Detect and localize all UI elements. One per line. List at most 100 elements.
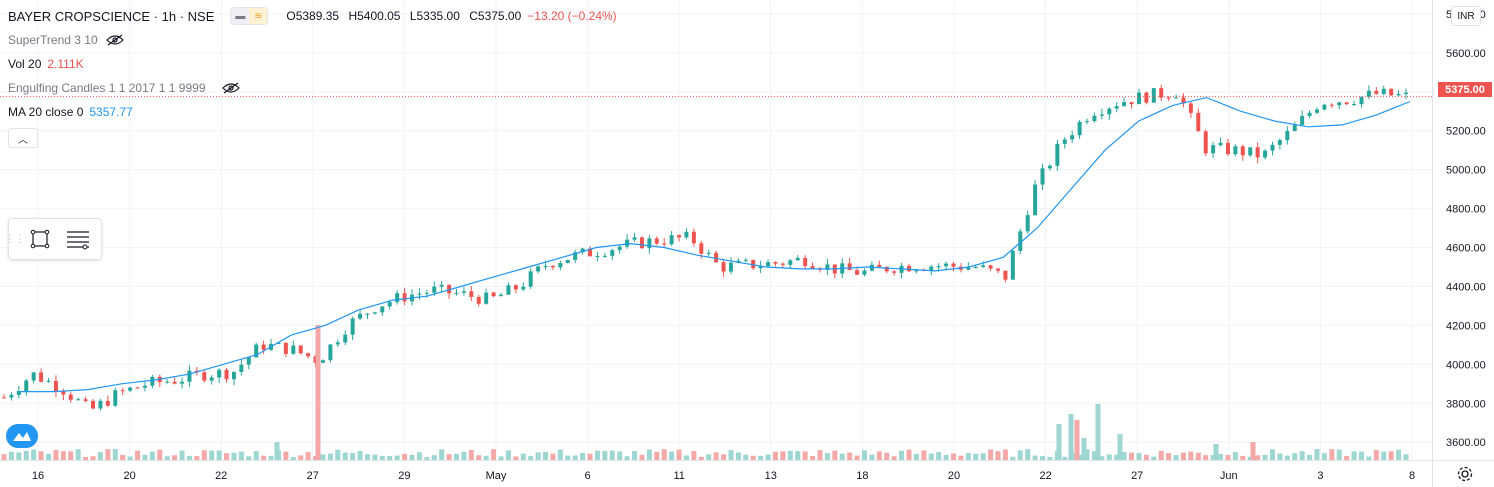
wave-icon[interactable]: ≋ bbox=[249, 8, 268, 24]
volume-bar bbox=[216, 450, 222, 460]
candle-body bbox=[1047, 165, 1052, 169]
candle-body bbox=[758, 266, 763, 269]
candle-body bbox=[283, 342, 288, 354]
ma-line bbox=[20, 96, 1411, 393]
indicator-engulfing[interactable]: Engulfing Candles 1 1 2017 1 1 9999 bbox=[8, 78, 240, 98]
volume-bar bbox=[60, 451, 66, 460]
candle-body bbox=[973, 267, 978, 269]
volume-bar bbox=[869, 454, 875, 460]
time-tick-label: 20 bbox=[123, 470, 135, 482]
ohlc-values: O5389.35 H5400.05 L5335.00 C5375.00 bbox=[286, 9, 521, 23]
volume-bar bbox=[1032, 455, 1038, 460]
currency-label[interactable]: INR bbox=[1451, 6, 1481, 26]
volume-bar bbox=[802, 451, 808, 460]
candle-body bbox=[395, 293, 400, 303]
drawing-toolbar[interactable]: ⋮⋮ bbox=[5, 218, 102, 260]
time-tick-label: 27 bbox=[1131, 470, 1143, 482]
candle-body bbox=[1359, 96, 1364, 104]
eye-hidden-icon[interactable] bbox=[105, 34, 124, 46]
volume-bar bbox=[824, 452, 830, 460]
volume-bar bbox=[439, 449, 445, 460]
drag-handle-icon[interactable]: ⋮⋮ bbox=[5, 233, 25, 245]
volume-bar bbox=[1056, 424, 1062, 460]
candle-body bbox=[810, 266, 815, 269]
candle-body bbox=[550, 265, 555, 268]
volume-bar bbox=[535, 452, 541, 460]
price-tick-label: 5200.00 bbox=[1446, 126, 1486, 138]
candle-body bbox=[1151, 88, 1156, 103]
volume-bar bbox=[1314, 449, 1320, 460]
minus-icon[interactable]: ▬ bbox=[231, 8, 250, 24]
candle-body bbox=[387, 302, 392, 307]
candle-body bbox=[1062, 139, 1067, 144]
candle-body bbox=[669, 235, 674, 245]
volume-bar bbox=[68, 451, 74, 460]
eye-hidden-icon[interactable] bbox=[221, 82, 240, 94]
chart-style-badges[interactable]: ▬ ≋ bbox=[230, 7, 269, 25]
collapse-legend-button[interactable]: ︿ bbox=[8, 128, 38, 148]
volume-bar bbox=[105, 449, 111, 460]
volume-bar bbox=[1210, 455, 1216, 460]
candle-body bbox=[91, 400, 96, 409]
candle-body bbox=[68, 394, 73, 400]
time-tick-label: 27 bbox=[307, 470, 319, 482]
volume-bar bbox=[1095, 404, 1101, 460]
rectangle-tool-button[interactable] bbox=[21, 219, 59, 259]
symbol-title[interactable]: BAYER CROPSCIENCE · 1h · NSE bbox=[8, 8, 215, 24]
volume-bar bbox=[468, 450, 474, 460]
candle-body bbox=[1025, 215, 1030, 232]
volume-bar bbox=[1114, 454, 1120, 460]
symbol-legend: BAYER CROPSCIENCE · 1h · NSE ▬ ≋ O5389.3… bbox=[8, 6, 617, 26]
candle-body bbox=[476, 296, 481, 304]
candle-body bbox=[788, 260, 793, 265]
volume-bar bbox=[743, 454, 749, 460]
volume-bar bbox=[505, 450, 511, 460]
gear-icon[interactable] bbox=[1455, 464, 1475, 484]
candle-body bbox=[113, 390, 118, 406]
volume-bar bbox=[201, 450, 207, 460]
volume-bar bbox=[721, 454, 727, 460]
price-tick-label: 5600.00 bbox=[1446, 48, 1486, 60]
settings-lines-tool-button[interactable] bbox=[59, 219, 97, 259]
tradingview-logo-icon[interactable] bbox=[6, 424, 38, 448]
candle-body bbox=[855, 270, 860, 275]
candle-body bbox=[1292, 124, 1297, 132]
indicator-value: 5357.77 bbox=[89, 105, 133, 119]
candle-body bbox=[780, 263, 785, 265]
indicator-volume[interactable]: Vol 20 2.111K bbox=[8, 54, 84, 74]
candle-body bbox=[39, 372, 44, 382]
volume-bar bbox=[1218, 454, 1224, 460]
time-tick-label: 16 bbox=[32, 470, 44, 482]
candle-body bbox=[803, 258, 808, 267]
volume-bar bbox=[661, 449, 667, 460]
candle-body bbox=[231, 371, 236, 380]
volume-bar bbox=[342, 452, 348, 460]
volume-bar bbox=[1269, 449, 1275, 460]
candle-body bbox=[862, 270, 867, 275]
candle-body bbox=[16, 391, 21, 395]
indicator-supertrend[interactable]: SuperTrend 3 10 bbox=[8, 30, 124, 50]
volume-bar bbox=[357, 450, 363, 460]
volume-bar bbox=[127, 456, 133, 460]
indicator-ma[interactable]: MA 20 close 0 5357.77 bbox=[8, 102, 133, 122]
candle-body bbox=[1107, 108, 1112, 115]
volume-bar bbox=[750, 455, 756, 460]
volume-bar bbox=[315, 325, 321, 460]
volume-bar bbox=[53, 450, 59, 460]
candle-body bbox=[1374, 90, 1379, 94]
volume-bar bbox=[1388, 451, 1394, 460]
close-value: C5375.00 bbox=[469, 9, 522, 23]
candle-body bbox=[1218, 142, 1223, 146]
candle-body bbox=[439, 284, 444, 287]
candle-body bbox=[461, 291, 466, 293]
candle-body bbox=[691, 231, 696, 244]
candle-body bbox=[610, 250, 615, 256]
candle-body bbox=[1159, 88, 1164, 98]
volume-bar bbox=[320, 454, 326, 460]
candle-body bbox=[1329, 104, 1334, 106]
candle-body bbox=[128, 387, 133, 391]
volume-bar bbox=[765, 454, 771, 460]
volume-bar bbox=[1373, 449, 1379, 460]
